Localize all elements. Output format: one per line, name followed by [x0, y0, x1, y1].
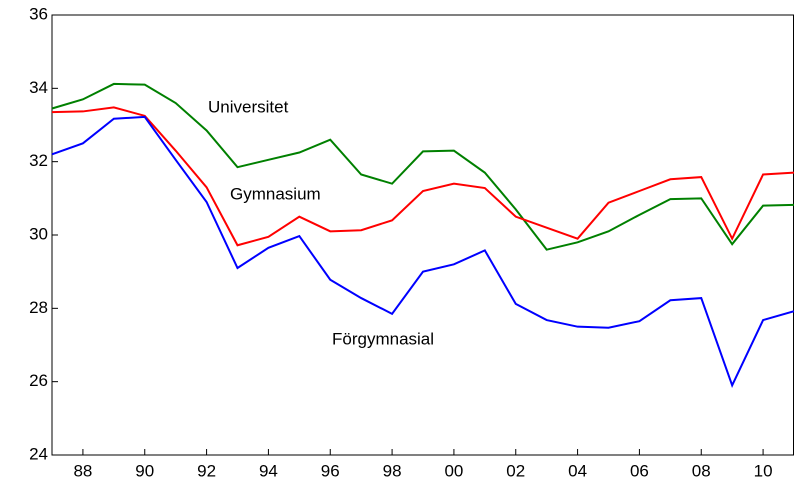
x-tick-label: 96 — [321, 461, 340, 480]
y-tick-label: 34 — [29, 78, 48, 97]
x-tick-label: 04 — [568, 461, 587, 480]
y-tick-label: 32 — [29, 151, 48, 170]
series-line — [51, 82, 794, 251]
series-label: Förgymnasial — [332, 329, 434, 348]
x-tick-label: 08 — [692, 461, 711, 480]
x-tick-label: 88 — [73, 461, 92, 480]
series-line — [51, 115, 794, 388]
y-tick-label: 30 — [29, 224, 48, 243]
x-tick-label: 98 — [383, 461, 402, 480]
x-tick-label: 10 — [754, 461, 773, 480]
x-tick-label: 02 — [506, 461, 525, 480]
y-tick-label: 28 — [29, 298, 48, 317]
y-tick-label: 24 — [29, 444, 48, 463]
x-tick-label: 94 — [259, 461, 278, 480]
series-line — [51, 106, 794, 247]
x-tick-label: 90 — [135, 461, 154, 480]
y-tick-label: 36 — [29, 4, 48, 23]
series-label: Universitet — [208, 97, 289, 116]
x-tick-label: 06 — [630, 461, 649, 480]
x-tick-label: 92 — [197, 461, 216, 480]
x-tick-label: 00 — [444, 461, 463, 480]
plot-frame — [51, 14, 794, 456]
y-tick-label: 26 — [29, 371, 48, 390]
series-label: Gymnasium — [230, 184, 321, 203]
